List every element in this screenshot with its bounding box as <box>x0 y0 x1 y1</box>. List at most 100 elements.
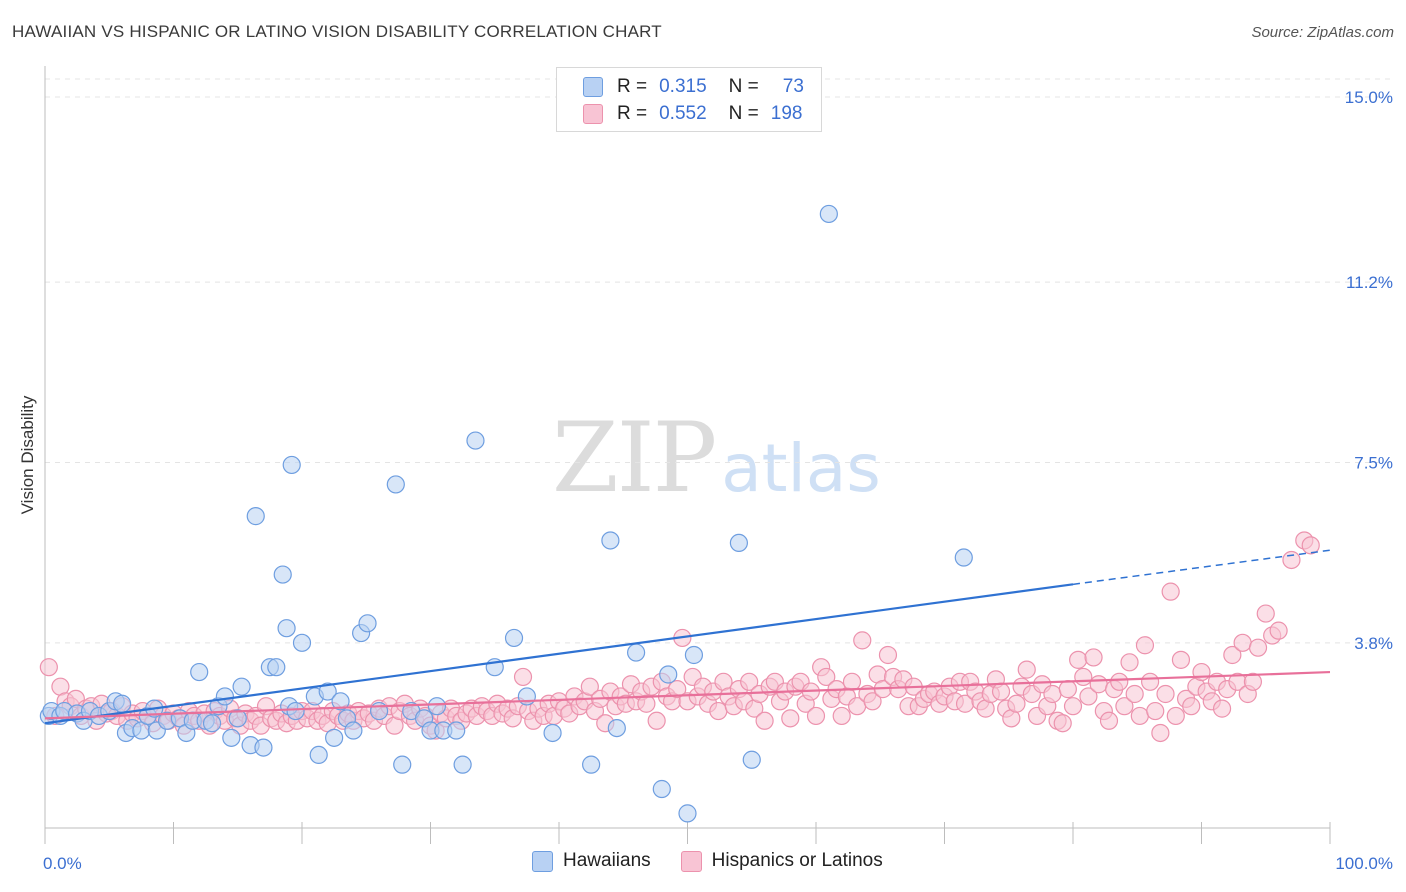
hispanic-point <box>1007 694 1026 713</box>
hispanic-point <box>863 692 882 711</box>
hawaiian-point <box>954 548 973 567</box>
hawaiian-point <box>331 692 350 711</box>
hispanic-point <box>740 672 759 691</box>
hispanic-point <box>842 672 862 691</box>
hawaiian-trend-extension <box>1072 549 1331 586</box>
r-label: R = <box>617 76 648 97</box>
legend-item-hawaiians[interactable]: Hawaiians <box>532 850 651 872</box>
hispanic-point <box>580 677 599 696</box>
hispanic-point <box>755 711 774 730</box>
hawaiian-point <box>112 694 132 713</box>
hawaiian-point <box>232 677 251 696</box>
hawaiian-point <box>246 507 265 526</box>
hispanic-point <box>1099 711 1119 730</box>
legend-row-hawaiians: R = 0.315 N = 73 <box>583 74 804 100</box>
y-tick-label: 11.2% <box>1346 273 1393 292</box>
hispanic-point <box>1063 697 1083 716</box>
hispanic-point <box>1043 684 1062 704</box>
x-tick-label: 0.0% <box>43 854 82 873</box>
hispanic-point <box>806 706 826 726</box>
y-tick-label: 3.8% <box>1354 634 1393 653</box>
hispanic-point <box>1140 672 1160 691</box>
hawaiian-point <box>228 709 247 728</box>
hawaiian-trend-line <box>44 583 1074 725</box>
hawaiian-point <box>282 455 301 475</box>
hawaiian-point <box>215 687 234 706</box>
hawaiian-point <box>386 475 405 494</box>
hawaiian-point <box>626 643 646 662</box>
hispanic-point <box>39 658 58 677</box>
hispanic-point <box>1069 650 1088 669</box>
hawaiian-point <box>393 755 412 774</box>
hawaiian-point <box>286 701 305 721</box>
n-label: N = <box>728 103 759 124</box>
hawaiians-swatch <box>583 77 603 97</box>
hispanic-point <box>637 694 656 713</box>
hispanic-point <box>1120 653 1139 672</box>
chart-title: HAWAIIAN VS HISPANIC OR LATINO VISION DI… <box>12 22 662 41</box>
hispanic-point <box>878 645 898 665</box>
hispanic-point <box>1146 701 1165 721</box>
hispanic-point <box>817 667 836 687</box>
hawaiian-point <box>466 431 485 450</box>
hispanic-point <box>1115 697 1134 716</box>
hispanic-point <box>1135 636 1155 655</box>
r-value: 0.552 <box>659 103 707 124</box>
r-label: R = <box>617 103 648 124</box>
hawaiian-point <box>277 619 296 638</box>
hawaiian-point <box>190 662 209 682</box>
hawaiian-point <box>729 533 749 553</box>
hispanic-point <box>1156 684 1175 704</box>
hawaiian-point <box>453 755 472 774</box>
hispanic-point <box>1161 582 1180 601</box>
hispanics-swatch <box>583 104 603 124</box>
hawaiian-point <box>517 687 536 706</box>
hispanic-point <box>1269 621 1288 640</box>
hispanic-point <box>513 667 533 687</box>
hispanic-point <box>1074 667 1093 687</box>
hispanic-point <box>1058 680 1077 699</box>
hispanic-point <box>1248 638 1268 657</box>
hispanic-point <box>991 682 1011 701</box>
hawaiian-point <box>273 565 292 584</box>
hispanic-point <box>1125 684 1144 704</box>
hawaiian-point <box>427 697 447 716</box>
hawaiian-point <box>358 614 377 633</box>
hispanic-point <box>1130 706 1149 726</box>
hispanic-point <box>1151 723 1170 743</box>
hawaiian-point <box>678 804 697 823</box>
hispanic-point <box>1017 660 1036 679</box>
y-axis-label: Vision Disability <box>18 395 37 515</box>
hispanic-point <box>668 680 687 699</box>
hawaiian-point <box>254 738 273 757</box>
hawaiian-point <box>684 645 704 665</box>
hawaiian-point <box>742 750 761 769</box>
hispanic-point <box>1192 662 1211 682</box>
hawaiian-point <box>222 728 241 747</box>
hawaiian-point <box>652 779 671 799</box>
hawaiian-point <box>819 204 838 224</box>
hispanic-point <box>1233 633 1252 652</box>
legend-label-hispanics: Hispanics or Latinos <box>711 850 883 871</box>
hispanic-point <box>1079 687 1098 706</box>
legend-item-hispanics[interactable]: Hispanics or Latinos <box>680 850 883 872</box>
y-tick-label: 15.0% <box>1345 88 1393 107</box>
hispanic-point <box>1171 650 1191 669</box>
hispanic-point <box>647 711 666 730</box>
hawaiian-point <box>607 718 626 738</box>
n-value: 73 <box>782 76 804 97</box>
hawaiian-point <box>543 723 562 743</box>
hispanic-point <box>709 701 728 721</box>
r-value: 0.315 <box>659 76 707 97</box>
hawaiian-point <box>504 628 524 648</box>
legend-row-hispanics: R = 0.552 N = 198 <box>583 101 802 127</box>
x-tick-label: 100.0% <box>1335 854 1393 873</box>
hawaiian-point <box>292 633 312 652</box>
hispanic-point <box>1243 672 1263 691</box>
hispanic-point <box>1301 536 1320 555</box>
n-label: N = <box>728 76 759 97</box>
hispanic-point <box>1089 675 1108 694</box>
hispanic-point <box>1282 550 1301 570</box>
hispanic-point <box>1182 697 1201 716</box>
